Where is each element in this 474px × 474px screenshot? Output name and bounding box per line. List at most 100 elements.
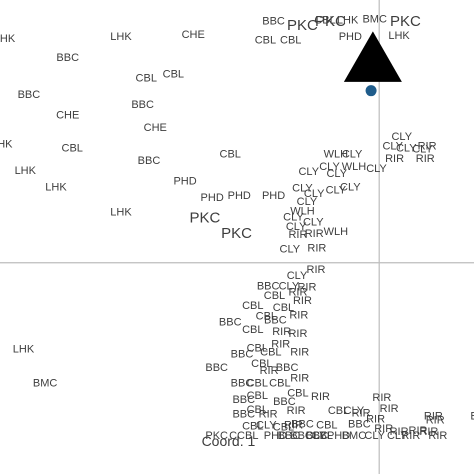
point-label: RIR	[272, 326, 291, 338]
point-label: RIR	[293, 295, 312, 307]
point-label: BBC	[18, 89, 41, 101]
point-label: PHD	[339, 31, 362, 43]
point-label: CCBL	[229, 430, 258, 442]
point-label: CLY	[366, 163, 387, 175]
point-label: CBL	[251, 358, 272, 370]
point-label: CBL	[220, 149, 241, 161]
point-label: LHK	[45, 182, 67, 194]
point-label: BBC	[138, 155, 161, 167]
point-label: CBL	[256, 310, 277, 322]
point-label: BBC	[231, 377, 254, 389]
point-label: RIR	[401, 430, 420, 442]
point-label: RIR	[428, 430, 447, 442]
point-label: BMC	[342, 430, 367, 442]
point-label: BBC	[232, 408, 255, 420]
point-label: CBL	[269, 377, 290, 389]
point-label: CBL	[328, 405, 349, 417]
point-label: BMC	[362, 14, 387, 26]
point-label: BBC	[231, 349, 254, 361]
point-label: RIR	[366, 413, 385, 425]
point-label: LHK	[388, 30, 410, 42]
point-label: CLY	[396, 142, 417, 154]
point-label: BBC	[291, 419, 314, 431]
point-label: RIR	[271, 338, 290, 350]
point-label: BBC	[219, 317, 242, 329]
point-label: PHD	[228, 190, 251, 202]
point-label: CBL	[136, 72, 157, 84]
point-label: CLY	[344, 405, 365, 417]
point-label: RIR	[305, 228, 324, 240]
point-label: CLY	[382, 140, 403, 152]
point-label: CBL	[312, 430, 333, 442]
point-label: CLY	[340, 182, 361, 194]
point-label: BBC	[276, 362, 299, 374]
point-label: RIR	[311, 391, 330, 403]
point-label: CLY	[298, 166, 319, 178]
point-marker-triangle	[343, 31, 402, 82]
point-label: LHK	[13, 343, 35, 355]
markers	[343, 31, 402, 97]
point-label: CBL	[247, 390, 268, 402]
point-label: BBC	[262, 16, 285, 28]
point-label: RIR	[289, 309, 308, 321]
point-label: CLY	[303, 217, 324, 229]
point-label: RIR	[352, 407, 371, 419]
point-label: CLY	[286, 221, 307, 233]
point-label: CBL	[264, 290, 285, 302]
point-label: RIR	[418, 140, 437, 152]
point-marker-circle	[365, 85, 377, 97]
point-label: CBL	[247, 342, 268, 354]
point-label: CLY	[387, 430, 408, 442]
point-label: PKC	[287, 17, 318, 34]
point-label: RIR	[419, 426, 438, 438]
point-label: CHE	[144, 122, 167, 134]
point-label: BBC	[306, 430, 329, 442]
point-label: CLY	[297, 196, 318, 208]
point-label: PHD	[262, 190, 285, 202]
point-label: CBL	[255, 34, 276, 46]
point-label: CBL	[260, 347, 281, 359]
point-label: CLY	[292, 183, 313, 195]
point-label: BBC	[232, 394, 255, 406]
point-label: CBL	[247, 404, 268, 416]
point-label: CLY	[326, 185, 347, 197]
point-label: RIR	[385, 153, 404, 165]
point-label: CBL	[163, 68, 184, 80]
point-label: CBL	[242, 324, 263, 336]
point-label: CHE	[182, 29, 205, 41]
point-label: CBL	[316, 420, 337, 432]
point-label: RIR	[426, 415, 445, 427]
point-label: RIR	[374, 423, 393, 435]
point-label: CLY	[256, 420, 277, 432]
point-label: CLY	[342, 149, 363, 161]
point-label: CLY	[412, 144, 433, 156]
point-label: CBL	[242, 421, 263, 433]
point-label: WLH	[324, 226, 349, 238]
point-label: RIR	[372, 392, 391, 404]
point-label: CLY	[326, 168, 347, 180]
point-label: BBC	[257, 281, 280, 293]
point-label: WLH	[290, 205, 315, 217]
point-label: CBL	[280, 34, 301, 46]
point-label: WLH	[342, 161, 367, 173]
point-label: RIR	[416, 153, 435, 165]
point-label: CLY	[319, 161, 340, 173]
point-label: PHD	[327, 430, 350, 442]
point-label: CLY	[287, 270, 308, 282]
point-label: BBC	[56, 52, 79, 64]
point-label: BBC	[348, 419, 371, 431]
point-label: CLY	[391, 131, 412, 143]
point-label: RIR	[284, 420, 303, 432]
point-label: CLY	[280, 243, 301, 255]
point-label: CLY	[304, 188, 325, 200]
point-label: CBL	[247, 377, 268, 389]
point-label: PKC	[190, 210, 221, 227]
point-label: E	[470, 410, 474, 422]
point-label: LHK	[110, 206, 132, 218]
point-label: LHK	[110, 31, 132, 43]
point-label: RIR	[260, 365, 279, 377]
point-label: PKC	[315, 13, 346, 30]
point-label: PKC	[221, 225, 252, 242]
point-label: BBC	[205, 362, 228, 374]
